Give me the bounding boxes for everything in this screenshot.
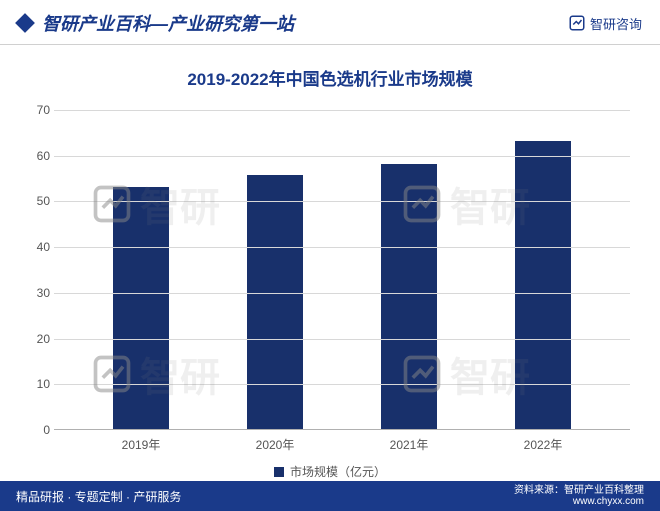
bar <box>515 141 571 429</box>
chart-area: 2019-2022年中国色选机行业市场规模 010203040506070 20… <box>0 45 660 480</box>
legend-label: 市场规模（亿元） <box>290 463 386 480</box>
y-tick-label: 10 <box>26 377 50 391</box>
bar <box>381 164 437 429</box>
bars-container <box>54 110 630 429</box>
y-tick-label: 50 <box>26 194 50 208</box>
y-tick-label: 30 <box>26 286 50 300</box>
header-title: 智研产业百科—产业研究第一站 <box>42 10 294 36</box>
y-tick-label: 0 <box>26 423 50 437</box>
x-axis-labels: 2019年 2020年 2021年 2022年 <box>54 430 630 453</box>
bar-slot <box>91 187 191 429</box>
gridline <box>54 384 630 385</box>
footer-source: 资料来源：智研产业百科整理 <box>514 485 644 496</box>
footer-left: 精品研报 · 专题定制 · 产研服务 <box>16 488 181 505</box>
y-tick-label: 70 <box>26 103 50 117</box>
x-tick-label: 2021年 <box>359 436 459 453</box>
header-left: 智研产业百科—产业研究第一站 <box>18 10 294 36</box>
y-tick-label: 20 <box>26 332 50 346</box>
header-brand: 智研咨询 <box>568 14 642 33</box>
footer-url: www.chyxx.com <box>514 496 644 507</box>
chart-plot: 010203040506070 <box>54 110 630 430</box>
bar-slot <box>225 175 325 429</box>
x-tick-label: 2020年 <box>225 436 325 453</box>
y-tick-label: 60 <box>26 149 50 163</box>
x-tick-label: 2019年 <box>91 436 191 453</box>
gridline <box>54 156 630 157</box>
gridline <box>54 110 630 111</box>
diamond-icon <box>15 13 35 33</box>
bar-slot <box>493 141 593 429</box>
x-tick-label: 2022年 <box>493 436 593 453</box>
chart-legend: 市场规模（亿元） <box>30 463 630 480</box>
y-tick-label: 40 <box>26 240 50 254</box>
header-bar: 智研产业百科—产业研究第一站 智研咨询 <box>0 0 660 45</box>
gridline <box>54 339 630 340</box>
footer-bar: 精品研报 · 专题定制 · 产研服务 资料来源：智研产业百科整理 www.chy… <box>0 481 660 511</box>
brand-logo-icon <box>568 14 586 32</box>
bar <box>113 187 169 429</box>
gridline <box>54 293 630 294</box>
gridline <box>54 201 630 202</box>
bar-slot <box>359 164 459 429</box>
legend-swatch <box>274 467 284 477</box>
gridline <box>54 247 630 248</box>
chart-title: 2019-2022年中国色选机行业市场规模 <box>30 65 630 90</box>
bar <box>247 175 303 429</box>
footer-right: 资料来源：智研产业百科整理 www.chyxx.com <box>514 485 644 507</box>
brand-label: 智研咨询 <box>590 14 642 33</box>
